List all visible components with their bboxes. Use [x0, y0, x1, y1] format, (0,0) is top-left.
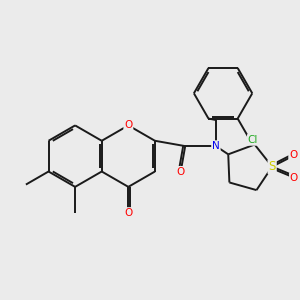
Text: O: O — [290, 173, 298, 183]
Text: O: O — [176, 167, 185, 177]
Text: O: O — [124, 208, 133, 218]
Text: O: O — [289, 150, 297, 160]
Text: S: S — [268, 160, 276, 173]
Text: O: O — [124, 120, 133, 130]
Text: Cl: Cl — [248, 135, 258, 145]
Text: N: N — [212, 141, 220, 151]
